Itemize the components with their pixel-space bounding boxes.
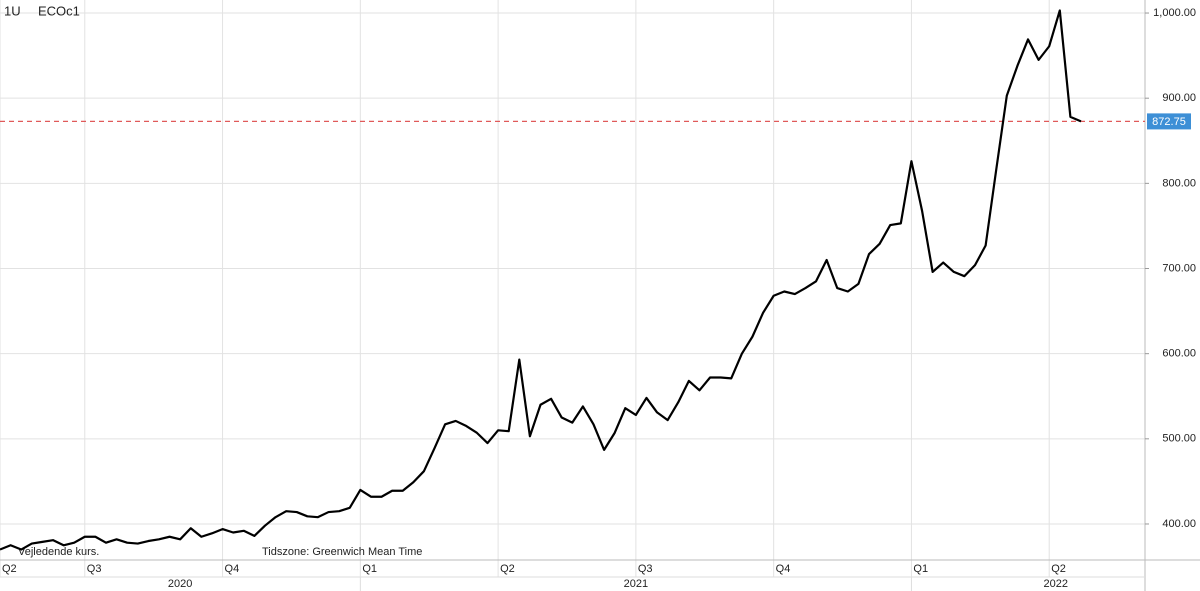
y-tick-label: 600.00 [1162,348,1196,360]
x-group-label: 2022 [1043,578,1067,590]
x-tick-label: Q2 [500,563,515,575]
price-line [0,9,1082,551]
y-tick-label: 900.00 [1162,92,1196,104]
x-group-label: 2020 [168,578,192,590]
x-tick-label: Q4 [225,563,240,575]
note: Vejledende kurs. [18,546,99,558]
interval-label: 1U [4,3,21,18]
x-tick-label: Q3 [638,563,653,575]
y-tick-label: 500.00 [1162,433,1196,445]
x-tick-label: Q4 [776,563,791,575]
y-tick-label: 800.00 [1162,177,1196,189]
y-tick-label: 700.00 [1162,262,1196,274]
price-tag-label: 872.75 [1152,116,1186,128]
x-tick-label: Q1 [362,563,377,575]
symbol-label: ECOc1 [38,3,80,18]
x-group-label: 2021 [624,578,648,590]
x-tick-label: Q2 [2,563,17,575]
x-tick-label: Q2 [1051,563,1066,575]
y-tick-label: 1,000.00 [1153,7,1196,19]
x-tick-label: Q3 [87,563,102,575]
x-tick-label: Q1 [913,563,928,575]
price-tag [1147,113,1191,130]
y-tick-label: 400.00 [1162,518,1196,530]
note: Tidszone: Greenwich Mean Time [262,546,422,558]
